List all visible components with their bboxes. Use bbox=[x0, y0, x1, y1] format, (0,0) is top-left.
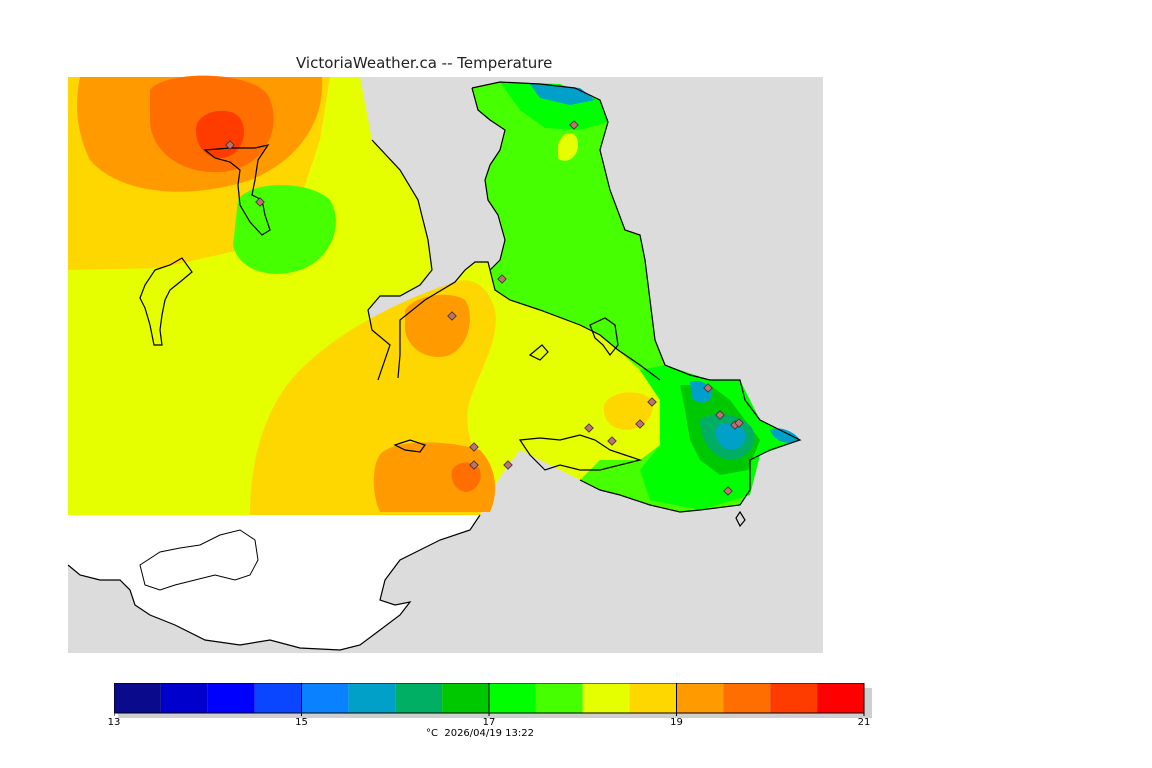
legend-tick-label: 17 bbox=[482, 717, 496, 728]
station-marker bbox=[607, 436, 617, 446]
station-marker bbox=[635, 419, 645, 429]
station-marker bbox=[734, 418, 744, 428]
contour-east bbox=[472, 82, 800, 512]
contour-15-5-tip bbox=[770, 428, 800, 443]
legend-bin bbox=[817, 683, 864, 713]
contour-17-5-west bbox=[233, 185, 336, 274]
contour-18-north bbox=[558, 132, 578, 161]
station-marker bbox=[723, 486, 733, 496]
legend-ticks bbox=[114, 683, 865, 716]
contour-west bbox=[68, 75, 740, 515]
station-marker bbox=[703, 383, 713, 393]
legend-tick-label: 19 bbox=[670, 717, 683, 728]
legend-unit: °C bbox=[426, 728, 438, 739]
station-marker bbox=[497, 274, 507, 284]
legend-bin bbox=[395, 683, 443, 713]
station-marker bbox=[715, 410, 725, 420]
station-marker bbox=[469, 460, 479, 470]
legend-bin bbox=[160, 683, 208, 713]
station-marker bbox=[569, 120, 579, 130]
legend-tick-label: 15 bbox=[295, 717, 308, 728]
outside-land bbox=[68, 515, 480, 650]
station-marker bbox=[503, 460, 513, 470]
legend-bin bbox=[629, 683, 677, 713]
contour-15-5-east bbox=[715, 423, 746, 450]
station-marker bbox=[255, 197, 265, 207]
legend-bin bbox=[676, 683, 724, 713]
legend-bin bbox=[770, 683, 818, 713]
legend-bin bbox=[535, 683, 583, 713]
contour-19-south bbox=[373, 442, 496, 512]
legend-tick-label: 21 bbox=[857, 717, 871, 728]
legend-tick-label: 13 bbox=[107, 717, 121, 728]
station-markers[interactable] bbox=[225, 120, 744, 496]
legend-bin bbox=[723, 683, 771, 713]
station-marker bbox=[584, 423, 594, 433]
legend-caption: °C 2026/04/19 13:22 bbox=[426, 728, 534, 739]
legend-bin bbox=[207, 683, 255, 713]
outside-land-island bbox=[139, 529, 259, 591]
station-marker bbox=[469, 442, 479, 452]
legend-bins bbox=[114, 683, 864, 713]
legend-bin bbox=[348, 683, 396, 713]
coastlines bbox=[67, 81, 802, 651]
legend-bin bbox=[301, 683, 349, 713]
legend-bin bbox=[114, 683, 161, 713]
legend-colorbar bbox=[114, 683, 872, 718]
legend-bin bbox=[489, 683, 536, 713]
page-title: VictoriaWeather.ca -- Temperature bbox=[296, 54, 553, 72]
legend-bin bbox=[442, 683, 489, 713]
legend-bin bbox=[254, 683, 302, 713]
legend-timestamp: 2026/04/19 13:22 bbox=[444, 728, 534, 739]
legend-bin bbox=[582, 683, 630, 713]
contour-19-mid bbox=[405, 294, 470, 358]
contour-20-south bbox=[451, 462, 481, 492]
station-marker bbox=[225, 140, 235, 150]
station-marker bbox=[447, 311, 457, 321]
station-marker bbox=[647, 397, 657, 407]
